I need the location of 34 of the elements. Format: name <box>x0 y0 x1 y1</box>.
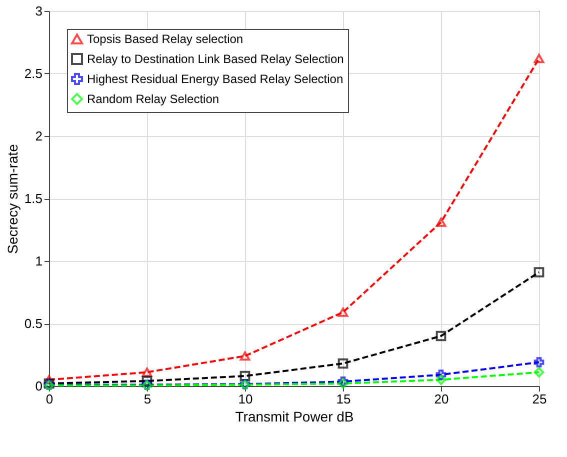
y-tick-label: 2.5 <box>24 66 42 81</box>
y-tick-label: 2 <box>35 128 42 144</box>
x-tick-label: 10 <box>238 392 253 406</box>
x-tick-label: 0 <box>46 392 54 406</box>
legend-label: Highest Residual Energy Based Relay Selection <box>87 72 344 86</box>
point <box>240 351 250 361</box>
x-tick-label: 25 <box>532 392 547 406</box>
y-tick-label: 0.5 <box>24 316 42 331</box>
y-tick-label: 1.5 <box>24 191 42 206</box>
point <box>534 267 544 278</box>
point <box>338 308 348 317</box>
point <box>44 375 54 384</box>
legend-label: Random Relay Selection <box>87 92 220 106</box>
legend-label: Relay to Destination Link Based Relay Selection <box>87 52 344 66</box>
x-tick-label: 20 <box>434 392 449 406</box>
point <box>436 374 446 385</box>
point <box>534 357 544 368</box>
point <box>142 368 152 377</box>
point <box>142 376 152 386</box>
point <box>534 54 544 64</box>
x-tick-label: 15 <box>336 392 351 406</box>
y-tick-label: 0 <box>35 378 42 394</box>
point <box>436 330 446 342</box>
y-tick-label: 1 <box>35 254 42 268</box>
point <box>240 370 250 382</box>
legend-label: Topsis Based Relay selection <box>87 32 244 46</box>
y-axis-title: Secrecy sum-rate <box>4 144 20 254</box>
point <box>436 218 446 227</box>
x-tick-label: 5 <box>144 392 152 406</box>
x-axis-title: Transmit Power dB <box>235 408 354 424</box>
point <box>338 358 348 369</box>
y-tick-label: 3 <box>35 4 42 18</box>
point <box>436 370 446 380</box>
point <box>534 367 544 378</box>
